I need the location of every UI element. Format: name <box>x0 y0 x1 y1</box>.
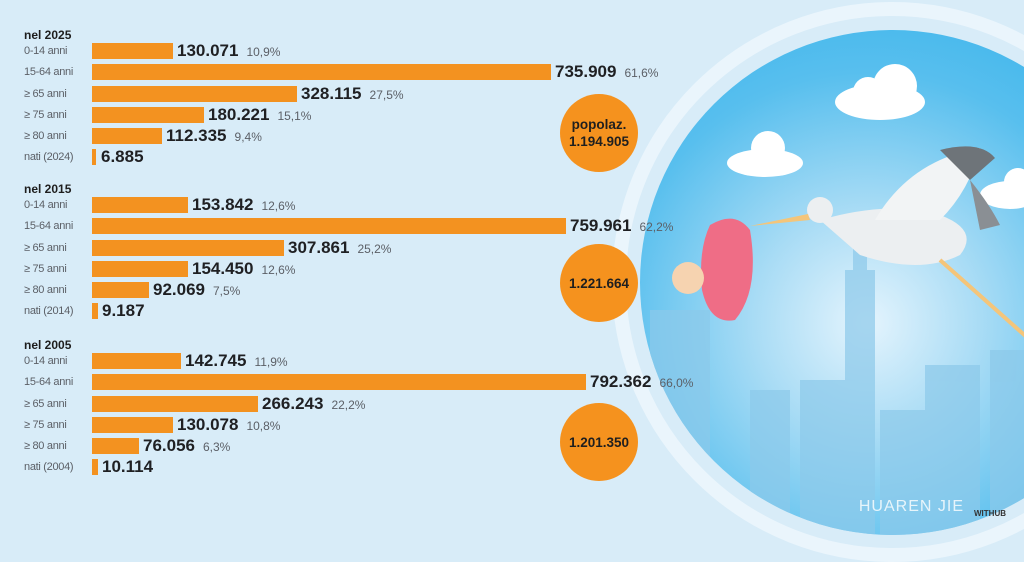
row-label: nati (2014) <box>24 305 74 318</box>
bar <box>92 282 149 299</box>
row-label: ≥ 80 anni <box>24 130 67 143</box>
bar-value: 142.745 11,9% <box>185 351 288 370</box>
row-label: nati (2004) <box>24 461 74 474</box>
bar-value: 735.909 61,6% <box>555 62 659 82</box>
bar-row: ≥ 75 anni 180.221 15,1% <box>24 105 311 127</box>
bar-value: 92.069 7,5% <box>153 280 241 300</box>
bar <box>92 374 586 391</box>
row-label: 15-64 anni <box>24 376 73 389</box>
row-label: ≥ 75 anni <box>24 108 67 121</box>
bubble-value: 1.201.350 <box>568 434 630 450</box>
section-2005: nel 2005 0-14 anni 142.745 11,9% 15-64 ann… <box>24 338 693 480</box>
bar-row: ≥ 65 anni 307.861 25,2% <box>24 238 391 260</box>
bar <box>92 303 98 320</box>
bar <box>92 149 96 166</box>
bar-row: 15-64 anni 792.362 66,0% <box>24 372 693 394</box>
bar <box>92 197 188 213</box>
bar-row: ≥ 75 anni 154.450 12,6% <box>24 259 295 281</box>
bar-value: 6.885 <box>101 147 144 167</box>
bar-row: ≥ 80 anni 92.069 7,5% <box>24 280 240 302</box>
bar-row: ≥ 65 anni 266.243 22,2% <box>24 394 365 416</box>
bar-value: 759.961 62,2% <box>570 216 674 236</box>
total-population-bubble-2025: popolaz. 1.194.905 <box>560 94 638 172</box>
row-label: ≥ 65 anni <box>24 397 67 410</box>
row-label: ≥ 65 anni <box>24 87 67 100</box>
bar <box>92 64 551 81</box>
row-label: ≥ 75 anni <box>24 418 67 431</box>
bar-row: 15-64 anni 735.909 61,6% <box>24 62 658 84</box>
bar-row: ≥ 80 anni 112.335 9,4% <box>24 126 262 148</box>
bubble-value: 1.194.905 <box>568 134 630 149</box>
bar <box>92 353 181 369</box>
bar-value: 180.221 15,1% <box>208 104 312 124</box>
bar-row: 0-14 anni 130.071 10,9% <box>24 41 280 63</box>
infographic: nel 2025 0-14 anni 130.071 10,9% 15-64 ann… <box>24 2 1024 562</box>
bar-row: nati (2004) 10.114 <box>24 457 153 479</box>
bar <box>92 239 284 256</box>
bar-row: ≥ 80 anni 76.056 6,3% <box>24 436 230 458</box>
bar-value: 9.187 <box>102 301 145 321</box>
row-label: ≥ 80 anni <box>24 440 67 453</box>
bubble-label: popolaz. <box>571 117 627 132</box>
bar <box>92 106 204 123</box>
total-population-bubble-2005: 1.201.350 <box>560 403 638 481</box>
bar <box>92 395 258 412</box>
row-label: ≥ 80 anni <box>24 284 67 297</box>
bar-row: 0-14 anni 153.842 12,6% <box>24 195 295 217</box>
bar-row: ≥ 65 anni 328.115 27,5% <box>24 84 404 106</box>
row-label: 0-14 anni <box>24 199 68 211</box>
row-label: ≥ 65 anni <box>24 241 67 254</box>
bar-value: 328.115 27,5% <box>301 83 404 103</box>
bubble-value: 1.221.664 <box>568 275 630 291</box>
bar <box>92 85 297 102</box>
bar-value: 76.056 6,3% <box>143 436 231 456</box>
bar <box>92 128 162 145</box>
bar-row: ≥ 75 anni 130.078 10,8% <box>24 415 280 437</box>
row-label: 0-14 anni <box>24 45 68 57</box>
sky-illustration <box>640 30 1024 535</box>
bar-value: 130.078 10,8% <box>177 414 281 434</box>
bar <box>92 260 188 277</box>
credit-logo: WITHUB <box>974 509 1006 518</box>
section-title: nel 2015 <box>24 182 72 196</box>
total-population-bubble-2015: 1.221.664 <box>560 244 638 322</box>
bar <box>92 459 98 476</box>
row-label: nati (2024) <box>24 151 74 164</box>
bar <box>92 438 139 455</box>
bar-row: 0-14 anni 142.745 11,9% <box>24 351 288 373</box>
bar-value: 10.114 <box>102 457 154 477</box>
row-label: 15-64 anni <box>24 220 73 233</box>
bar-row: 15-64 anni 759.961 62,2% <box>24 216 673 238</box>
row-label: 15-64 anni <box>24 66 73 79</box>
section-title: nel 2025 <box>24 28 72 42</box>
bar <box>92 416 173 433</box>
section-2015: nel 2015 0-14 anni 153.842 12,6% 15-64 ann… <box>24 182 673 324</box>
section-title: nel 2005 <box>24 338 72 352</box>
row-label: 0-14 anni <box>24 355 68 367</box>
bar-value: 130.071 10,9% <box>177 41 281 60</box>
bar-value: 112.335 9,4% <box>166 126 262 146</box>
row-label: ≥ 75 anni <box>24 262 67 275</box>
bar <box>92 218 566 235</box>
bar-value: 266.243 22,2% <box>262 393 366 413</box>
section-2025: nel 2025 0-14 anni 130.071 10,9% 15-64 ann… <box>24 28 658 170</box>
bar-value: 153.842 12,6% <box>192 195 296 214</box>
bar <box>92 43 173 59</box>
bar-row: nati (2024) 6.885 <box>24 147 144 169</box>
bar-value: 154.450 12,6% <box>192 258 296 278</box>
bar-row: nati (2014) 9.187 <box>24 301 145 323</box>
bar-value: 792.362 66,0% <box>590 372 694 392</box>
watermark: HUAREN JIE <box>858 498 964 515</box>
bar-value: 307.861 25,2% <box>288 237 392 257</box>
